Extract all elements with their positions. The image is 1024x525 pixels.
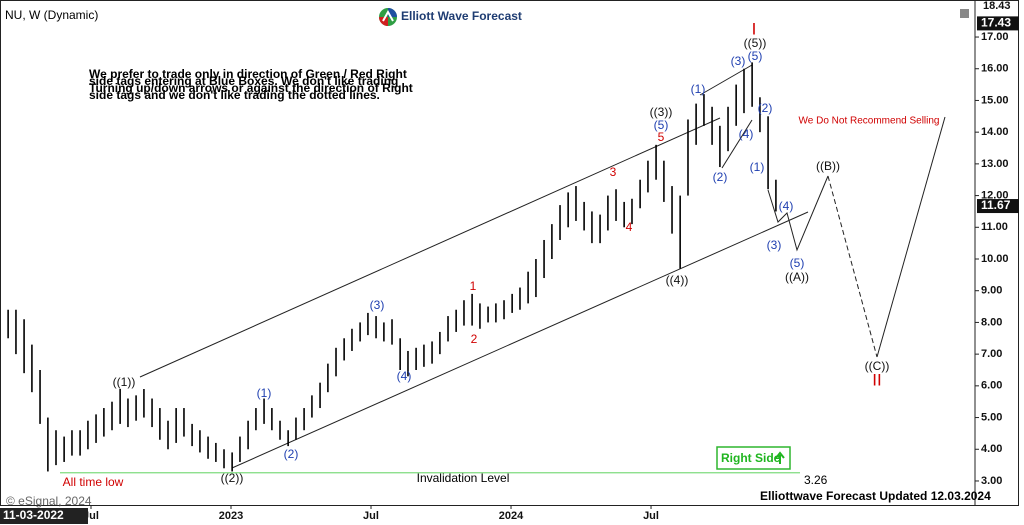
wave-label: (5)	[748, 49, 763, 63]
cursor-date-box	[0, 508, 88, 524]
channel-upper	[139, 117, 721, 378]
wave-label: ((3))	[650, 105, 673, 119]
badge-text: Right Side	[721, 451, 781, 465]
y-tick-label: 4.00	[981, 443, 1002, 455]
invalidation-value: 3.26	[804, 473, 828, 487]
price-marker: 17.43	[977, 16, 1019, 31]
wave-label: 2	[471, 332, 478, 346]
projection-path	[876, 116, 946, 358]
note-line: We prefer to trade only in direction of …	[89, 67, 407, 81]
projection-dashed	[827, 175, 878, 358]
note-box: We prefer to trade only in direction of …	[89, 67, 413, 102]
settings-icon[interactable]	[960, 9, 969, 18]
invalidation-label: Invalidation Level	[417, 471, 510, 485]
wave-label: (5)	[790, 256, 805, 270]
wave-label: ((5))	[744, 36, 767, 50]
price-marker-label: 17.43	[981, 16, 1011, 30]
top-price-label: 18.43	[983, 0, 1011, 12]
y-tick-label: 17.00	[981, 31, 1009, 43]
y-tick-label: 13.00	[981, 158, 1009, 170]
price-marker-label: 11.67	[981, 198, 1011, 212]
wave-label: All time low	[63, 475, 124, 489]
y-tick-label: 10.00	[981, 253, 1009, 265]
note-line: side tags and we don't like trading the …	[89, 88, 380, 102]
wave-label: (3)	[370, 298, 385, 312]
y-tick-label: 15.00	[981, 94, 1009, 106]
y-tick-label: 9.00	[981, 285, 1002, 297]
y-tick-label: 14.00	[981, 126, 1009, 138]
footer-updated: Elliottwave Forecast Updated 12.03.2024	[760, 489, 991, 503]
projection-path	[767, 175, 829, 252]
y-tick-label: 5.00	[981, 411, 1002, 423]
chart-title: NU, W (Dynamic)	[5, 8, 98, 22]
wave-label: (4)	[739, 127, 754, 141]
wave-label: (2)	[758, 101, 773, 115]
wave-label: 5	[658, 130, 665, 144]
y-tick-label: 3.00	[981, 475, 1002, 487]
note-line: Turning up/down arrows or against the di…	[89, 81, 413, 95]
wave-label: (2)	[284, 447, 299, 461]
wave-label: (5)	[654, 118, 669, 132]
wave-label: (2)	[713, 170, 728, 184]
wedge-lower	[721, 119, 753, 169]
wave-label: (4)	[779, 199, 794, 213]
wave-label: (1)	[750, 160, 765, 174]
wave-label: We Do Not Recommend Selling	[799, 116, 940, 127]
wave-label: ((A))	[785, 270, 809, 284]
wave-label: (3)	[731, 54, 746, 68]
price-marker-box	[977, 16, 1019, 31]
wave-label: II	[872, 370, 881, 389]
right-side-badge: Right Side	[716, 446, 791, 470]
wave-label: ((1))	[113, 375, 136, 389]
wave-lines	[139, 64, 946, 469]
y-tick-label: 12.00	[981, 189, 1009, 201]
x-tick-label: Jul	[363, 510, 379, 522]
wave-label: 3	[610, 165, 617, 179]
y-tick-label: 8.00	[981, 316, 1002, 328]
cursor-date: 11-03-2022	[3, 508, 64, 522]
wave-label: ((4))	[666, 273, 689, 287]
chart-frame	[0, 0, 1019, 506]
wave-label: ((2))	[221, 471, 244, 485]
note-line: side tags entering at Blue Boxes. We don…	[89, 74, 398, 88]
wave-label: I	[752, 19, 757, 38]
channel-lower	[231, 211, 809, 469]
wave-label: ((B))	[816, 159, 840, 173]
copyright: © eSignal, 2024	[6, 494, 92, 508]
wave-label: (1)	[257, 386, 272, 400]
wave-label: ((C))	[865, 359, 890, 373]
x-tick-label: 2023	[219, 510, 243, 522]
wave-label: 1	[470, 279, 477, 293]
price-marker: 11.67	[977, 198, 1019, 214]
y-tick-label: 11.00	[981, 221, 1008, 233]
y-tick-label: 7.00	[981, 348, 1002, 360]
wave-label: (4)	[397, 369, 412, 383]
price-marker-box	[977, 199, 1019, 214]
y-tick-label: 16.00	[981, 63, 1009, 75]
x-tick-label: 2024	[499, 510, 524, 522]
wave-label: 4	[626, 220, 633, 234]
wave-label: (1)	[691, 82, 706, 96]
y-tick-label: 6.00	[981, 380, 1002, 392]
brand-logo	[379, 8, 397, 26]
brand-name: Elliott Wave Forecast	[401, 9, 522, 23]
x-tick-label: Jul	[643, 510, 659, 522]
wave-label: (3)	[767, 238, 782, 252]
